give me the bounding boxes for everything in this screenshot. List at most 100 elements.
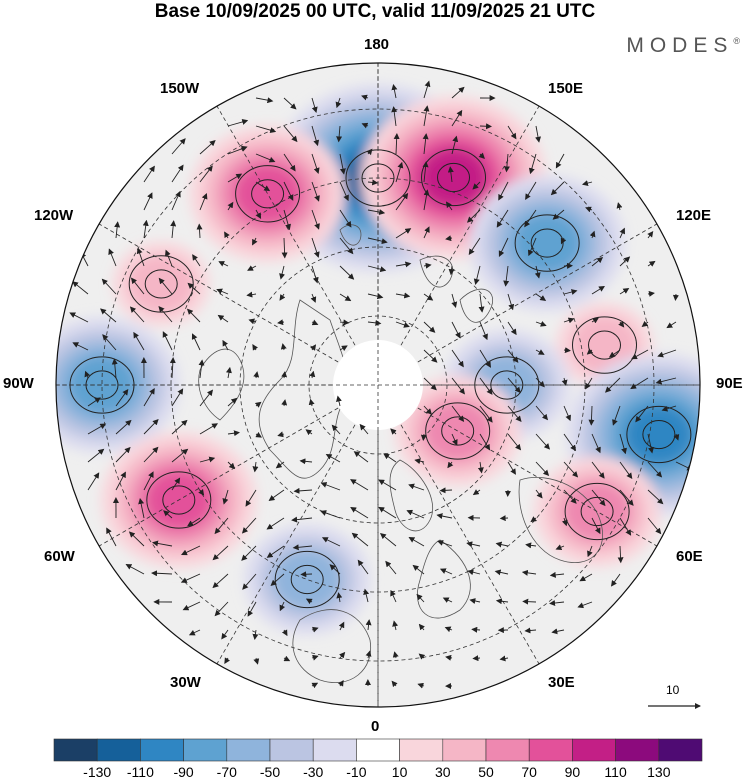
anomaly-center [469,174,625,312]
wind-vector [72,342,89,351]
colorbar-swatch [356,738,400,762]
wind-vector [163,510,173,519]
colorbar-swatch [442,738,487,762]
wind-vector [128,531,145,547]
wind-vector [350,479,369,491]
wind-vector [171,138,186,155]
wind-vector [412,564,425,575]
wind-vector [283,97,297,110]
wind-vector [266,545,285,558]
colorbar-tick-label: -110 [126,764,154,780]
wind-vector [216,288,229,295]
wind-vector [188,629,201,636]
wind-vector [339,265,355,280]
wind-vector [560,237,567,245]
wind-vector [423,321,436,333]
wind-vector [248,318,257,325]
wind-vector [171,477,181,491]
wind-vector [279,601,286,612]
contour-loop [425,402,491,460]
wind-vector [585,206,593,213]
wind-vector [171,419,188,435]
wind-vector [647,230,654,239]
wind-vector [479,405,493,423]
wind-vector [563,433,577,452]
wind-vector [180,573,201,583]
wind-vector [395,228,412,239]
wind-vector [550,181,565,196]
wind-vector [591,285,605,295]
wind-vector [152,540,173,547]
wind-vector [115,471,126,491]
colorbar-swatch [572,738,616,762]
wind-vector [473,265,481,285]
modes-logo: MODES® [626,34,740,58]
colorbar-swatch [615,738,660,762]
wind-vector [577,601,593,609]
wind-vector [498,181,509,201]
wind-vector [392,620,399,631]
wind-vector [552,209,565,220]
colorbar-swatch [658,738,703,762]
wind-vector [87,397,101,407]
contour-loop [162,485,196,515]
wind-vector [115,446,131,463]
wind-vector [331,424,341,435]
wind-vector [199,423,219,435]
contour-loop [290,564,324,595]
wind-vector [378,479,397,491]
lon-label-30w: 30W [170,674,201,691]
wind-vector [395,192,409,211]
colorbar-swatch [312,738,357,762]
colorbar-tick-label: 70 [521,764,537,780]
wind-vector [281,629,288,637]
lon-label-90w: 90W [3,375,34,392]
wind-vector [393,133,400,155]
wind-vector [618,320,625,328]
colorbar-tick-label: 30 [435,764,451,780]
wind-vector [647,260,656,267]
wind-vector [612,405,621,426]
wind-vector [587,545,593,558]
wind-vector [72,281,89,295]
colorbar-swatch [528,738,573,762]
wind-vector [143,192,153,211]
meridian-line [98,407,339,547]
wind-vector [589,230,596,239]
wind-vector [337,680,344,687]
wind-vector [143,418,159,435]
wind-vector [666,321,677,329]
wind-vector [451,405,465,422]
wind-vector [255,97,274,104]
anomaly-fill-level [570,315,639,375]
wind-vector [246,291,257,298]
wind-vector [617,545,624,564]
wind-vector [390,428,397,435]
wind-vector [311,319,319,326]
wind-vector [507,293,515,311]
colorbar-tick-label: 90 [564,764,581,780]
wind-vector [585,377,593,390]
wind-vector [378,506,397,519]
wind-vector [647,517,662,535]
wind-vector [143,471,154,491]
anomaly-shading [56,84,700,635]
wind-vector [87,472,100,491]
meridian-line [417,407,658,547]
wind-vector [442,597,453,603]
wind-vector [241,545,257,561]
wind-vector [171,190,181,211]
wind-vector [310,344,317,351]
wind-vector [130,277,145,295]
wind-vector [507,125,517,140]
wind-vector [619,433,627,455]
wind-vector [499,655,509,662]
meridian-line [216,424,356,665]
wind-vector [241,517,257,534]
wind-vector [339,209,352,228]
wind-vector [129,306,145,323]
wind-vector [581,180,593,186]
meridian-line [216,105,356,346]
contour-loop [564,482,630,541]
map-disc [56,63,700,707]
